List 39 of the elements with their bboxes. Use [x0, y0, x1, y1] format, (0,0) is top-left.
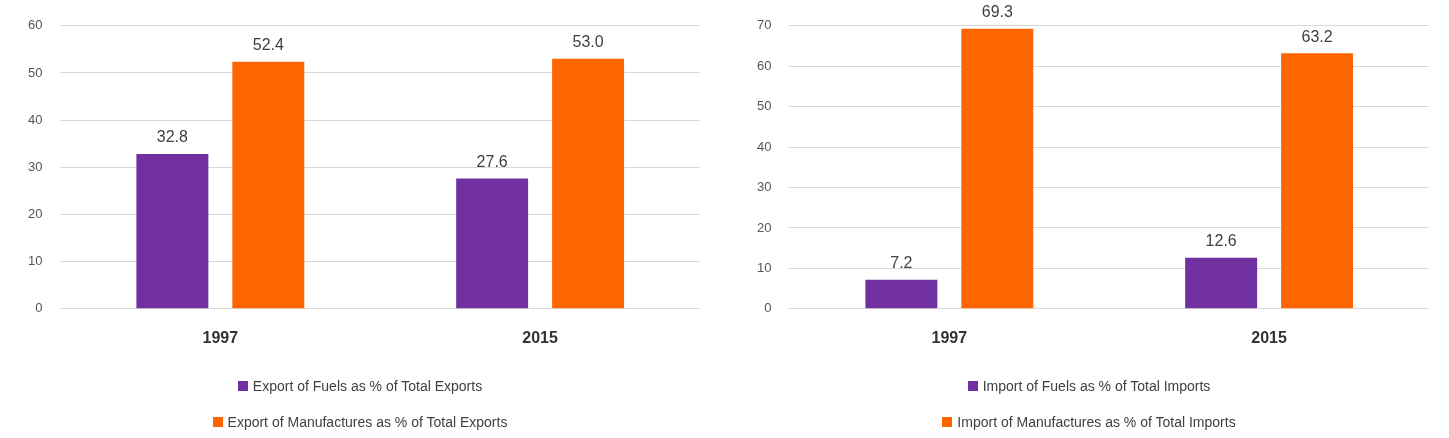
y-tick-label: 60 [756, 57, 772, 73]
bar [865, 279, 938, 309]
bar [1281, 53, 1354, 309]
data-label: 12.6 [1205, 232, 1237, 250]
legend-label: Export of Fuels as % of Total Exports [252, 378, 483, 394]
bar [961, 28, 1034, 309]
y-tick-label: 40 [756, 138, 772, 154]
data-label: 27.6 [476, 153, 508, 171]
y-tick-label: 50 [27, 64, 43, 80]
bar [456, 178, 529, 309]
y-tick-label: 30 [27, 158, 43, 174]
bar [232, 61, 305, 309]
y-tick-label: 70 [756, 17, 772, 33]
y-tick-label: 10 [756, 259, 772, 275]
y-tick-label: 40 [27, 111, 43, 127]
data-label: 53.0 [572, 33, 604, 51]
x-tick-label: 1997 [202, 328, 239, 346]
legend-label: Import of Manufactures as % of Total Imports [957, 414, 1236, 430]
data-label: 69.3 [981, 3, 1013, 21]
data-label: 52.4 [252, 36, 284, 54]
data-label: 63.2 [1301, 27, 1333, 45]
y-tick-label: 30 [756, 179, 772, 195]
data-label: 32.8 [156, 128, 189, 146]
y-tick-label: 20 [756, 219, 772, 235]
bar [136, 154, 209, 309]
x-tick-label: 2015 [1251, 328, 1288, 346]
y-tick-label: 60 [27, 17, 43, 33]
y-tick-label: 20 [27, 206, 43, 222]
legend-label: Import of Fuels as % of Total Imports [982, 378, 1211, 394]
y-tick-label: 50 [756, 98, 772, 114]
x-tick-label: 1997 [931, 328, 968, 346]
y-tick-label: 0 [35, 300, 43, 316]
y-tick-label: 10 [27, 253, 43, 269]
data-label: 7.2 [890, 254, 913, 272]
y-tick-label: 0 [764, 300, 772, 316]
bar [552, 58, 625, 309]
x-tick-label: 2015 [522, 328, 559, 346]
legend-label: Export of Manufactures as % of Total Exports [227, 414, 508, 430]
bar [1185, 257, 1258, 309]
